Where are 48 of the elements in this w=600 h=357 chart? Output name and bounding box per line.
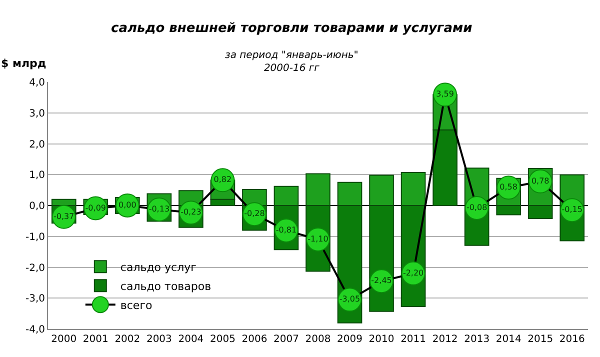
x-tick-label: 2003: [146, 334, 172, 345]
x-tick-label: 2009: [337, 334, 362, 345]
data-label: -0,37: [54, 212, 74, 221]
x-tick-label: 2012: [432, 334, 458, 345]
legend-label: сальдо услуг: [120, 260, 197, 274]
x-tick-label: 2010: [368, 334, 394, 345]
x-tick-label: 2000: [51, 334, 77, 345]
data-label: -0,15: [562, 205, 582, 214]
data-label: -0,09: [85, 203, 106, 212]
data-label: -0,08: [466, 202, 488, 212]
y-axis-title: $ млрд: [1, 57, 46, 70]
x-tick-label: 2004: [178, 334, 204, 345]
x-tick-label: 2011: [400, 334, 426, 345]
x-tick-label: 2007: [274, 334, 299, 345]
data-label: 0,58: [500, 182, 518, 192]
x-tick-label: 2002: [114, 334, 140, 345]
chart-subtitle: за период "январь-июнь" 2000-16 гг: [225, 50, 358, 74]
y-tick-label: -4,0: [25, 324, 45, 336]
y-tick-label: 3,0: [29, 108, 45, 120]
y-tick-label: 0,0: [29, 201, 45, 212]
x-tick-label: 2006: [242, 334, 268, 345]
y-tick-label: 2,0: [29, 139, 45, 150]
x-tick-label: 2001: [82, 334, 108, 345]
y-tick-label: -3,0: [25, 294, 45, 305]
data-label: -1,10: [308, 234, 328, 244]
y-tick-label: -2,0: [25, 262, 45, 274]
y-tick-label: 4,0: [29, 78, 45, 88]
data-label: -0,23: [180, 208, 202, 217]
data-label: -0,28: [244, 209, 265, 218]
data-label: -3,05: [339, 294, 360, 304]
x-tick-label: 2016: [559, 334, 585, 345]
data-label: -0,81: [276, 226, 297, 235]
legend-label: сальдо товаров: [120, 280, 212, 293]
data-label: 3,59: [436, 90, 454, 99]
y-tick-label: -1,0: [25, 232, 45, 243]
data-label: 0,82: [214, 175, 232, 184]
data-label: -0,13: [148, 204, 170, 214]
chart-title: сальдо внешней торговли товарами и услугами: [111, 21, 472, 36]
x-tick-label: 2005: [210, 334, 236, 345]
x-tick-label: 2013: [464, 334, 490, 345]
x-tick-label: 2008: [305, 334, 331, 345]
data-label: 0,78: [531, 176, 550, 186]
data-label: -2,45: [371, 276, 392, 286]
data-label: -2,20: [402, 268, 424, 278]
x-tick-label: 2015: [528, 334, 554, 345]
x-tick-label: 2014: [496, 334, 522, 345]
y-tick-label: 1,0: [29, 170, 45, 182]
legend-label: всего: [120, 298, 152, 312]
